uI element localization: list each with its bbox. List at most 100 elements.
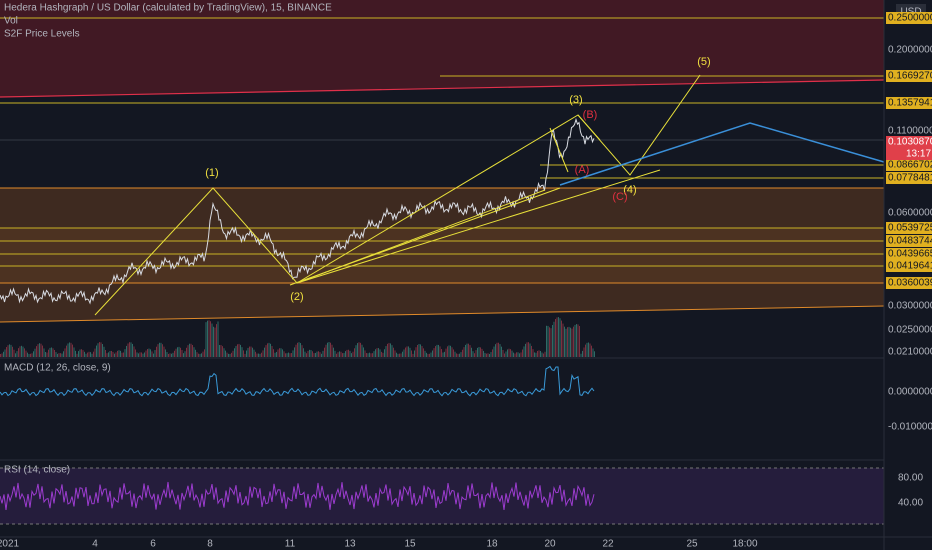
volume-bar (78, 351, 79, 357)
volume-bar (505, 351, 507, 357)
rsi-axis-label: 40.00 (898, 498, 923, 509)
volume-bar (205, 322, 207, 357)
volume-bar (589, 343, 591, 357)
volume-bar (429, 353, 430, 357)
volume-bar (175, 348, 177, 357)
volume-bar (268, 342, 270, 357)
volume-bar (384, 349, 385, 357)
price-level-box (886, 97, 932, 109)
volume-bar (561, 320, 562, 357)
volume-bar (484, 352, 486, 357)
volume-bar (339, 351, 340, 357)
volume-bar (219, 345, 220, 357)
volume-bar (486, 353, 487, 357)
volume-bar (405, 347, 406, 357)
volume-bar (462, 349, 463, 357)
volume-bar (331, 344, 333, 357)
volume-bar (370, 353, 372, 357)
volume-bar (100, 342, 102, 357)
price-axis-label: 0.02500000 (888, 325, 932, 336)
volume-bar (70, 342, 72, 357)
volume-bar (144, 352, 145, 357)
volume-bar (460, 352, 462, 357)
volume-bar (217, 321, 219, 357)
volume-bar (124, 349, 126, 357)
volume-bar (55, 352, 57, 357)
volume-bar (373, 351, 375, 357)
volume-bar (81, 349, 82, 357)
volume-bar (546, 325, 547, 357)
volume-bar (501, 346, 502, 357)
volume-bar (237, 344, 238, 357)
volume-bar (426, 352, 427, 357)
volume-bar (502, 349, 504, 357)
volume-bar (450, 345, 451, 357)
volume-bar (301, 345, 303, 357)
volume-bar (253, 349, 255, 357)
orange-zone-inner (0, 228, 884, 283)
volume-bar (216, 324, 217, 357)
volume-bar (324, 347, 325, 357)
volume-bar (424, 350, 426, 357)
volume-bar (279, 348, 280, 357)
volume-bar (312, 351, 313, 357)
volume-bar (591, 345, 592, 357)
volume-bar (444, 351, 445, 357)
volume-bar (303, 348, 304, 357)
volume-bar (192, 345, 193, 357)
price-axis-label: 0.08667023 (888, 160, 932, 171)
volume-bar (550, 328, 552, 357)
rsi-title: RSI (14, close) (4, 465, 70, 476)
volume-bar (390, 343, 391, 357)
time-axis-label: 13 (344, 539, 356, 550)
volume-bar (139, 352, 141, 357)
volume-bar (313, 353, 315, 357)
volume-bar (298, 342, 300, 357)
orange-lines (0, 187, 885, 323)
volume-bar (309, 349, 310, 357)
projection-line (559, 122, 885, 186)
price-axis-label: 0.02100000 (888, 347, 932, 358)
price-axis-label: 0.25000000 (888, 13, 932, 24)
volume-bar (67, 343, 69, 357)
volume-bar (387, 343, 388, 357)
volume-bar (457, 353, 459, 357)
volume-bar (79, 349, 81, 357)
volume-bar (265, 345, 267, 357)
volume-bar (49, 347, 51, 357)
volume-bar (64, 348, 66, 357)
volume-bar (316, 351, 318, 357)
volume-bar (72, 344, 73, 357)
price-axis-label: 0.16692706 (888, 71, 932, 82)
volume-bar (300, 343, 301, 357)
volume-bar (256, 353, 258, 357)
volume-bar (571, 328, 573, 357)
time-axis-label: 2021 (0, 539, 20, 550)
volume-bar (166, 352, 168, 357)
volume-bar (349, 350, 351, 357)
price-axis-label: 0.07784811 (888, 173, 932, 184)
volume-bar (117, 350, 118, 357)
volume-bar (202, 351, 204, 357)
volume-bar (75, 350, 76, 357)
volume-bar (28, 353, 30, 357)
macd-title: MACD (12, 26, close, 9) (4, 363, 111, 374)
volume-bar (94, 348, 96, 357)
volume-bar (558, 317, 559, 357)
volume-bar (57, 353, 58, 357)
volume-bar (474, 353, 475, 357)
volume-bar (240, 344, 241, 357)
volume-bar (582, 350, 583, 357)
volume-bar (45, 351, 46, 357)
volume-bar (400, 353, 402, 357)
volume-bar (328, 342, 330, 357)
volume-bar (204, 349, 205, 357)
volume-bar (306, 353, 307, 357)
volume-bar (483, 350, 484, 357)
volume-bar (184, 351, 186, 357)
volume-bar (528, 342, 529, 357)
volume-bar (535, 352, 537, 357)
volume-bar (435, 346, 436, 357)
volume-bar (273, 349, 274, 357)
price-axis-label: 0.13579415 (888, 98, 932, 109)
